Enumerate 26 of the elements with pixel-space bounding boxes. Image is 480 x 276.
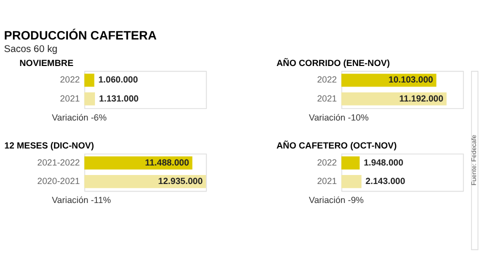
y-tick-label: 2022 xyxy=(60,74,80,85)
y-tick-label: 2022 xyxy=(317,74,337,85)
chart-title: AÑO CORRIDO (ENE-NOV) xyxy=(276,58,390,68)
y-tick-label: 2022 xyxy=(317,157,337,168)
data-label: 2.143.000 xyxy=(366,176,406,186)
chart-title: 12 MESES (DIC-NOV) xyxy=(4,140,94,151)
text: Sacos 60 kg xyxy=(4,44,58,55)
y-tick-label: 2021 xyxy=(317,93,337,104)
y-tick-label: 2020-2021 xyxy=(37,176,80,186)
text: Variación -11% xyxy=(52,195,112,206)
data-label: 12.935.000 xyxy=(158,176,203,186)
data-label: 11.488.000 xyxy=(145,157,190,168)
data-label: 1.060.000 xyxy=(98,74,138,85)
text: Variación -9% xyxy=(308,195,364,206)
text: PRODUCCIÓN CAFETERA xyxy=(4,28,157,43)
data-label: 1.131.000 xyxy=(99,93,139,104)
y-tick-label: 2021 xyxy=(317,176,337,186)
data-label: 1.948.000 xyxy=(364,157,404,168)
data-label: 11.192.000 xyxy=(399,93,444,104)
text: Variación -10% xyxy=(308,112,369,122)
chart-title: AÑO CAFETERO (OCT-NOV) xyxy=(276,140,397,151)
y-tick-label: 2021-2022 xyxy=(37,157,80,168)
text: Variación -6% xyxy=(52,112,107,122)
y-tick-label: 2021 xyxy=(60,93,80,104)
chart-title: NOVIEMBRE xyxy=(19,58,74,68)
data-label: 10.103.000 xyxy=(388,74,434,85)
